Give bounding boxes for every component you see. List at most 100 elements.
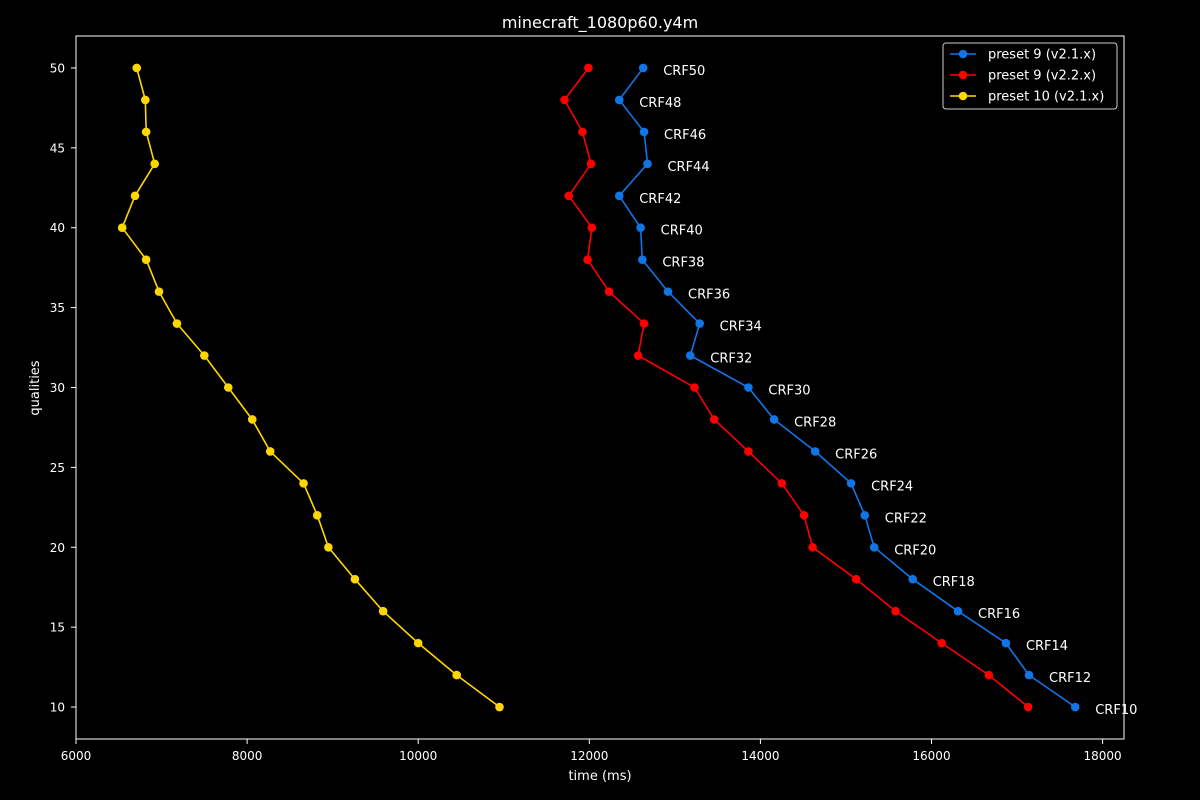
series-1-point (777, 479, 787, 488)
series-0-point (769, 415, 779, 424)
legend-marker-2 (958, 91, 968, 101)
series-0-point (908, 574, 917, 584)
y-tick-label: 40 (50, 221, 65, 235)
series-0-point (695, 319, 704, 328)
series-2-point (130, 191, 140, 201)
series-2-point (413, 638, 423, 648)
x-axis-label: time (ms) (568, 769, 631, 784)
series-0-point (636, 223, 645, 233)
y-tick-label: 10 (50, 701, 65, 715)
series-2-point (141, 255, 151, 264)
legend-label-2: preset 10 (v2.1.x) (988, 90, 1104, 105)
series-0-point (1070, 702, 1080, 712)
legend-marker-1 (958, 70, 968, 80)
legend-label-0: preset 9 (v2.1.x) (988, 48, 1096, 63)
point-labels-layer: CRF50 CRF48 CRF46 CRF44 CRF42 CRF40 CRF38 CRF36… (639, 64, 1137, 718)
plot-frame (75, 35, 1125, 740)
y-axis-ticks: 10 15 20 25 30 35 40 45 50 (50, 61, 76, 715)
point-label: CRF44 (667, 160, 709, 175)
point-label: CRF26 (835, 447, 877, 462)
series-0-point (1024, 670, 1034, 680)
series-1-point (633, 351, 643, 360)
series-2-point (140, 95, 150, 105)
series-2-point (265, 447, 275, 456)
series-0-point (810, 447, 820, 456)
series-1-point (851, 574, 861, 584)
point-label: CRF12 (1049, 671, 1091, 686)
point-label: CRF48 (639, 96, 681, 111)
y-tick-label: 45 (50, 141, 65, 155)
series-2-point (495, 702, 504, 712)
y-tick-label: 30 (50, 381, 65, 395)
y-tick-label: 20 (50, 541, 65, 555)
series-2-point (141, 127, 151, 137)
series-1-point (587, 223, 597, 233)
series-0-point (614, 191, 624, 201)
x-tick-label: 18000 (1084, 749, 1122, 763)
series-layer (117, 63, 1080, 712)
x-axis-ticks: 6000 8000 10000 12000 14000 16000 18000 (61, 739, 1122, 763)
series-0-point (638, 255, 647, 264)
point-label: CRF22 (885, 511, 927, 526)
series-1-point (1023, 702, 1033, 712)
x-tick-label: 6000 (61, 749, 92, 763)
point-label: CRF20 (894, 543, 936, 558)
series-1-point (560, 95, 569, 105)
series-2-point (350, 574, 360, 584)
series-1-point (690, 383, 699, 392)
series-1-point (586, 159, 596, 169)
series-0-point (846, 479, 856, 488)
series-0-point (1001, 638, 1011, 648)
series-0-point (663, 287, 673, 296)
series-1-point (709, 415, 719, 424)
series-0-point (685, 351, 695, 360)
x-tick-label: 14000 (741, 749, 779, 763)
point-label: CRF34 (720, 320, 762, 335)
series-0-point (614, 95, 624, 105)
point-label: CRF30 (768, 384, 810, 399)
series-2-point (172, 319, 182, 328)
series-1-point (744, 447, 753, 456)
series-1-point (584, 63, 593, 73)
point-label: CRF46 (664, 128, 706, 143)
series-2-point (324, 542, 333, 552)
series-2-point (452, 670, 462, 680)
y-tick-label: 15 (50, 621, 65, 635)
series-2-point (200, 351, 209, 360)
point-label: CRF42 (639, 192, 681, 207)
series-1-point (891, 606, 900, 616)
series-2-point (247, 415, 257, 424)
series-1-point (799, 511, 809, 520)
series-2-point (299, 479, 308, 488)
x-tick-label: 12000 (570, 749, 608, 763)
series-0-point (638, 63, 648, 73)
point-label: CRF24 (871, 479, 913, 494)
point-label: CRF18 (933, 575, 975, 590)
series-1-point (984, 670, 994, 680)
point-label: CRF28 (794, 415, 836, 430)
chart-title: minecraft_1080p60.y4m (502, 13, 698, 33)
series-0-point (860, 511, 870, 520)
series-1-point (808, 542, 817, 552)
series-0-point (639, 127, 649, 137)
y-tick-label: 25 (50, 461, 65, 475)
series-2-point (378, 606, 388, 616)
series-0-point (744, 383, 753, 392)
y-tick-label: 50 (50, 61, 65, 75)
series-2-point (154, 287, 164, 296)
series-0-point (643, 159, 652, 169)
point-label: CRF50 (663, 64, 705, 79)
legend-marker-0 (958, 49, 968, 59)
legend: preset 9 (v2.1.x) preset 9 (v2.2.x) preset… (942, 42, 1118, 110)
series-2-point (312, 511, 322, 520)
series-2-point (132, 63, 142, 73)
point-label: CRF16 (978, 607, 1020, 622)
series-1-point (604, 287, 614, 296)
point-label: CRF14 (1026, 639, 1068, 654)
series-1-point (564, 191, 574, 201)
series-0-point (869, 542, 879, 552)
series-0-point (953, 606, 963, 616)
x-tick-label: 10000 (399, 749, 437, 763)
